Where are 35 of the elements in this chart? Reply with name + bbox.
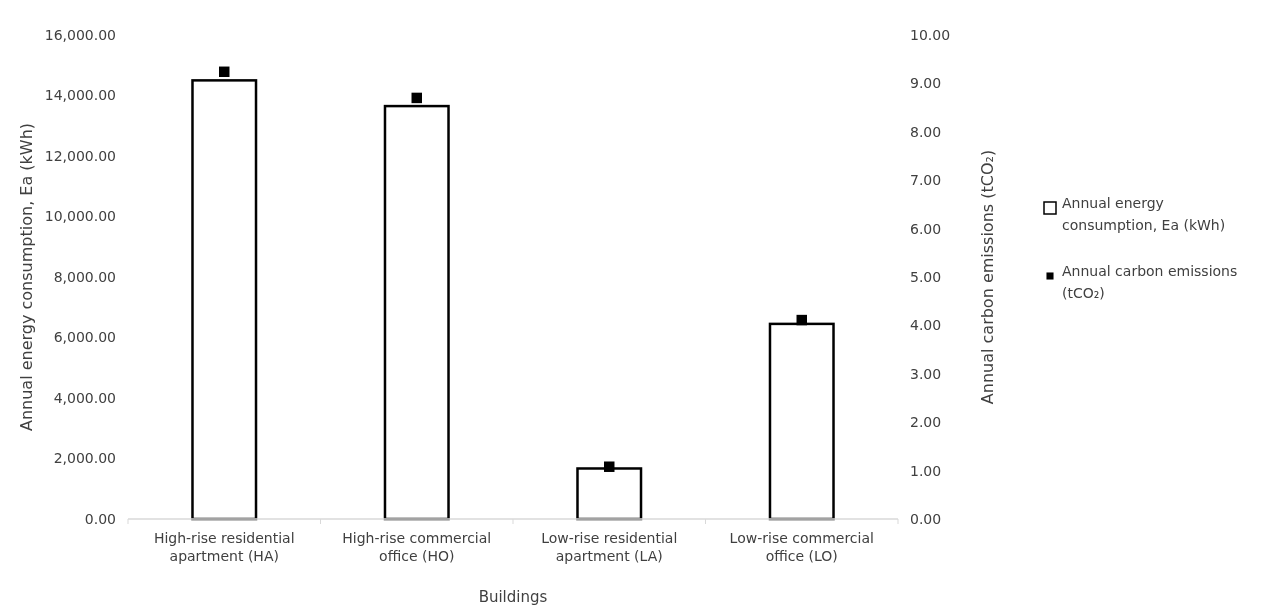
y2-tick-label: 8.00 [910, 123, 942, 140]
point [796, 314, 807, 326]
y-tick-label: 2,000.00 [53, 450, 116, 467]
point [604, 461, 615, 472]
y2-tick-label: 2.00 [910, 414, 942, 431]
y2-tick-label: 4.00 [910, 317, 942, 334]
x-axis-title: Buildings [478, 588, 548, 606]
bar [191, 79, 258, 521]
y-tick-label: 14,000.00 [44, 87, 116, 104]
y-tick-label: 12,000.00 [44, 147, 116, 164]
y-tick-label: 4,000.00 [53, 389, 116, 406]
y2-tick-label: 0.00 [910, 510, 942, 527]
y-tick-label: 10,000.00 [44, 208, 116, 225]
y2-tick-label: 7.00 [910, 172, 942, 189]
y2-tick-label: 9.00 [910, 75, 942, 92]
y2-tick-label: 5.00 [910, 268, 942, 285]
x-tick-label: Low-rise residential apartment (LA) [541, 530, 678, 564]
y-tick-label: 0.00 [84, 510, 116, 527]
y2-tick-label: 3.00 [910, 365, 942, 382]
legend-label: Annual energy consumption, Ea (kWh) [1062, 195, 1226, 233]
y2-axis-title: Annual carbon emissions (tCO₂) [978, 149, 997, 405]
y-tick-label: 16,000.00 [44, 26, 116, 43]
x-tick-label: Low-rise commercial office (LO) [729, 530, 874, 564]
bar [383, 104, 450, 521]
x-tick-label: High-rise commercial office (HO) [342, 530, 492, 564]
legend-label: Annual carbon emissions (tCO₂) [1062, 263, 1238, 301]
y2-tick-label: 6.00 [910, 220, 942, 237]
y-axis-title: Annual energy consumption, Ea (kWh) [17, 122, 36, 432]
y2-tick-label: 10.00 [910, 26, 951, 43]
y-tick-label: 8,000.00 [53, 268, 116, 285]
point [219, 66, 230, 78]
point [411, 92, 422, 104]
x-tick-label: High-rise residential apartment (HA) [153, 530, 295, 564]
y-tick-label: 6,000.00 [53, 329, 116, 346]
y2-tick-label: 1.00 [910, 462, 942, 479]
